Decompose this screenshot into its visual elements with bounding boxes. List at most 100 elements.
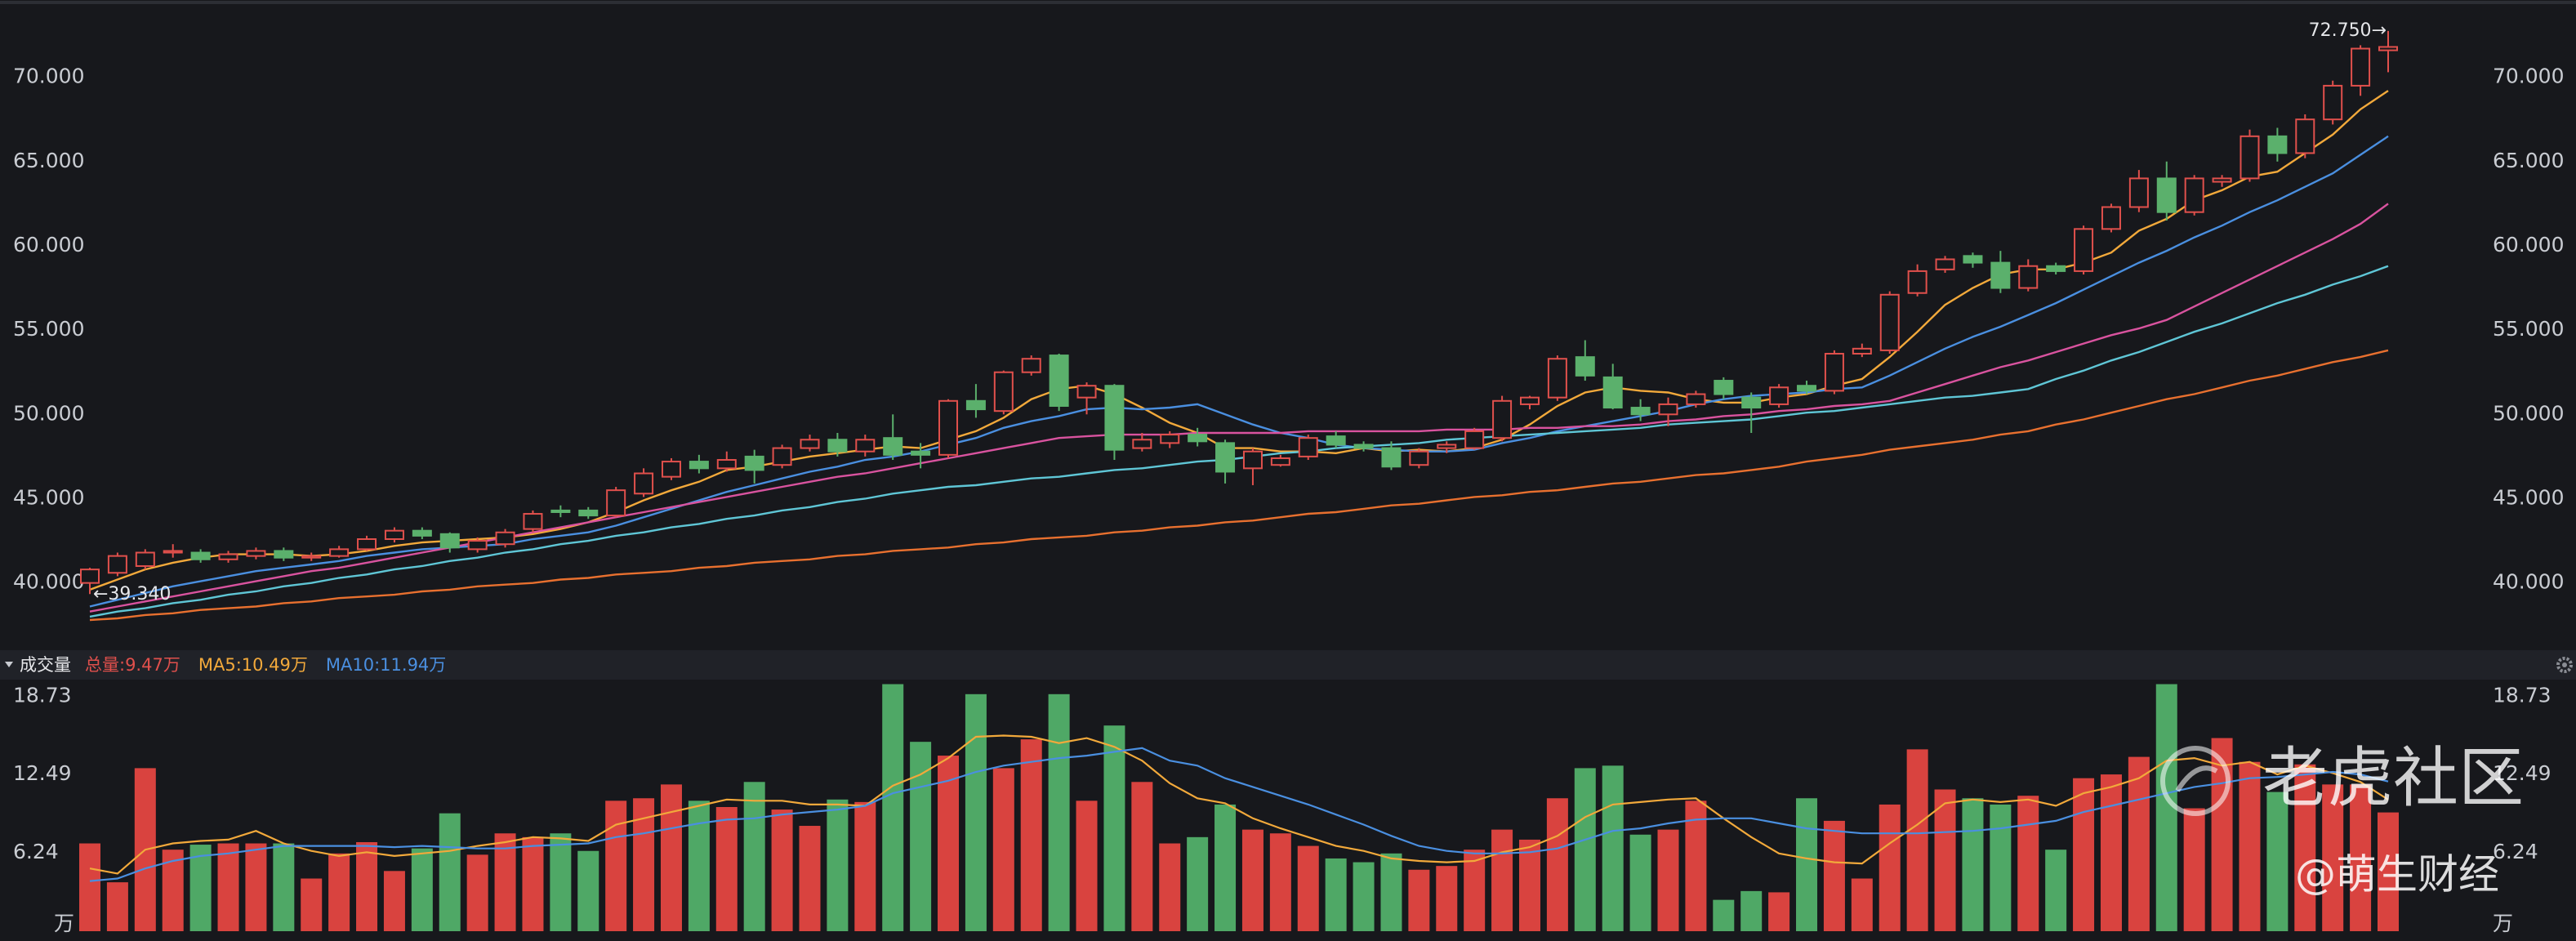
y-tick-label: 65.000	[13, 149, 84, 172]
volume-bar	[550, 833, 572, 931]
volume-bar	[2294, 764, 2316, 931]
volume-bar	[1464, 850, 1486, 931]
candle-body	[1630, 407, 1651, 416]
watermark: @萌生财经	[2295, 851, 2499, 899]
candle-body	[606, 489, 626, 517]
candle-body	[2323, 84, 2343, 121]
candle-body	[190, 551, 211, 560]
candle-body	[2240, 135, 2260, 180]
y-tick-label: 6.24	[13, 840, 59, 863]
unit-label: 万	[54, 912, 74, 935]
candle-body	[827, 439, 848, 453]
candle-body	[1797, 385, 1817, 392]
candle-body	[2128, 177, 2149, 208]
candle-body	[495, 531, 515, 546]
candle-body	[1076, 385, 1097, 399]
candle-body	[1381, 447, 1402, 468]
volume-bar	[2045, 850, 2067, 931]
unit-label-right: 万	[2493, 912, 2513, 935]
ma-line	[89, 349, 2389, 622]
volume-bar	[1768, 892, 1790, 931]
collapse-arrow[interactable]	[5, 662, 13, 667]
candle-body	[1547, 358, 1567, 399]
candle-body	[357, 538, 377, 551]
candle-body	[2156, 177, 2177, 213]
volume-bar	[1574, 768, 1596, 931]
candle-body	[1132, 439, 1152, 449]
volume-bar	[882, 684, 904, 931]
volume-bar	[1076, 801, 1098, 931]
volume-ma-line	[89, 734, 2389, 875]
settings-icon[interactable]	[2556, 657, 2573, 673]
y-tick-label: 40.000	[13, 570, 84, 594]
volume-bar	[1353, 862, 1375, 931]
volume-bar	[328, 853, 350, 931]
volume-bar	[189, 845, 212, 931]
candle-body	[1686, 393, 1706, 405]
gear-center[interactable]	[2562, 662, 2567, 667]
candle-body	[1714, 380, 1734, 395]
candle-body	[412, 529, 432, 537]
volume-bar	[2128, 756, 2150, 931]
volume-bar	[1048, 693, 1070, 931]
candle-body	[107, 555, 127, 574]
volume-bar	[1491, 829, 1513, 931]
volume-bar	[411, 848, 433, 931]
y-tick-label: 12.49	[13, 761, 72, 785]
candle-body	[2018, 265, 2039, 289]
candle-body	[2295, 118, 2315, 154]
legend-entry: 总量:9.47万	[85, 655, 180, 675]
candle-body	[911, 450, 931, 456]
watermark: 老虎社区	[2262, 740, 2524, 816]
volume-bar	[1602, 765, 1624, 931]
volume-bar	[715, 807, 738, 931]
volume-bar	[1851, 878, 1873, 931]
volume-bar	[1131, 782, 1153, 931]
volume-bar	[965, 693, 987, 931]
volume-bar	[301, 878, 323, 931]
volume-bar	[383, 871, 405, 931]
volume-bar	[938, 756, 960, 931]
volume-bar	[1214, 804, 1237, 931]
candle-body	[550, 509, 571, 513]
volume-bar	[688, 801, 710, 931]
volume-bar	[743, 782, 765, 931]
candle-body	[716, 459, 737, 470]
candle-body	[1492, 399, 1513, 439]
volume-bar	[827, 799, 849, 931]
volume-bar	[466, 854, 488, 931]
candle-body	[2351, 47, 2371, 87]
candle-body	[1298, 437, 1318, 457]
candle-body	[1769, 386, 1789, 405]
candle-body	[1353, 444, 1374, 449]
candle-body	[993, 371, 1014, 413]
volume-bar	[273, 843, 295, 931]
volume-bar	[2073, 778, 2095, 931]
y-tick-label-right: 70.000	[2493, 65, 2564, 88]
candle-body	[523, 513, 543, 530]
candle-body	[1935, 258, 1955, 270]
candle-body	[1907, 270, 1928, 294]
volume-header	[0, 650, 2576, 680]
volume-bar	[1103, 725, 1125, 931]
volume-bar	[1934, 789, 1956, 931]
candle-body	[1464, 430, 1485, 449]
candle-body	[2212, 177, 2232, 183]
candle-body	[1215, 442, 1236, 473]
y-tick-label-right: 60.000	[2493, 233, 2564, 256]
candle-body	[1160, 434, 1180, 444]
volume-bar	[1685, 801, 1707, 931]
candle-body	[2101, 206, 2121, 230]
volume-bar	[2322, 784, 2344, 931]
gear[interactable]	[2556, 657, 2573, 673]
volume-title: 成交量	[20, 655, 71, 675]
y-tick-label-right: 40.000	[2493, 570, 2564, 594]
volume-bar	[494, 833, 516, 931]
candle-body	[1104, 385, 1125, 451]
candle-body	[439, 533, 460, 549]
candle-body	[329, 548, 350, 557]
candle-body	[1852, 347, 1872, 355]
candle-body	[1990, 261, 2011, 289]
